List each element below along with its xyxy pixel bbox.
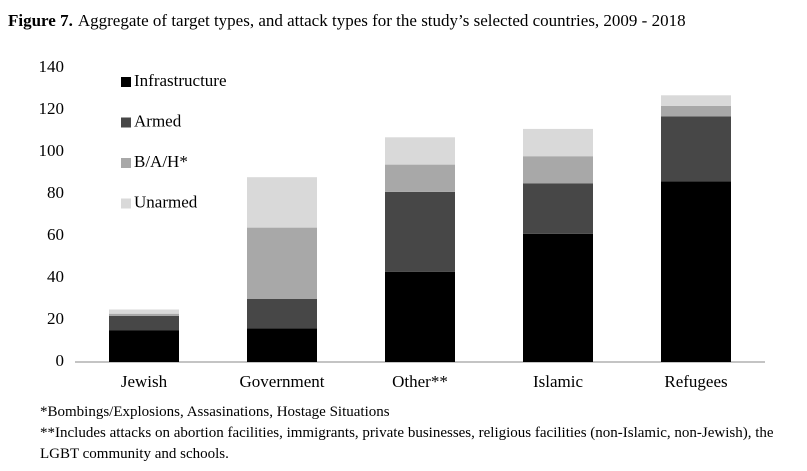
- bar-segment: [385, 137, 455, 165]
- y-tick-label: 80: [47, 183, 64, 202]
- bar-segment: [109, 309, 179, 314]
- bar-segment: [661, 116, 731, 182]
- legend-swatch: [121, 198, 131, 209]
- bar-segment: [247, 177, 317, 228]
- bar-segment: [109, 313, 179, 316]
- x-tick-label: Islamic: [533, 372, 583, 391]
- bar-segment: [109, 315, 179, 331]
- y-tick-label: 0: [56, 351, 65, 370]
- x-tick-label: Government: [240, 372, 325, 391]
- bar-segment: [385, 271, 455, 362]
- bar-segment: [523, 156, 593, 184]
- x-tick-label: Other**: [392, 372, 448, 391]
- bar-segment: [523, 183, 593, 234]
- chart-title: Figure 7. Aggregate of target types, and …: [8, 11, 686, 30]
- footnote: *Bombings/Explosions, Assasinations, Hos…: [40, 404, 390, 420]
- legend-label: B/A/H*: [134, 152, 188, 171]
- y-tick-label: 20: [47, 309, 64, 328]
- title-text: Aggregate of target types, and attack ty…: [78, 11, 686, 30]
- bar-segment: [385, 191, 455, 272]
- bar-segment: [247, 227, 317, 299]
- legend-swatch: [121, 158, 131, 168]
- bar-segment: [247, 299, 317, 329]
- x-tick-label: Jewish: [121, 372, 168, 391]
- bar-segment: [523, 233, 593, 362]
- bar-segment: [385, 164, 455, 192]
- legend-label: Infrastructure: [134, 71, 227, 90]
- y-tick-label: 100: [39, 141, 65, 160]
- bar-segment: [661, 95, 731, 106]
- bar-segment: [661, 181, 731, 362]
- legend-label: Armed: [134, 111, 182, 130]
- bar-segment: [661, 105, 731, 117]
- legend-label: Unarmed: [134, 192, 198, 211]
- bar-segment: [109, 330, 179, 362]
- bar-segment: [247, 328, 317, 362]
- legend-swatch: [121, 117, 131, 128]
- title-label: Figure 7.: [8, 11, 73, 30]
- y-tick-label: 40: [47, 267, 64, 286]
- y-tick-label: 120: [39, 99, 65, 118]
- legend-swatch: [121, 77, 131, 87]
- bar-segment: [523, 128, 593, 157]
- y-tick-label: 140: [39, 57, 65, 76]
- chart: Figure 7. Aggregate of target types, and …: [8, 11, 765, 391]
- y-tick-label: 60: [47, 225, 64, 244]
- x-tick-label: Refugees: [664, 372, 727, 391]
- footnote: **Includes attacks on abortion facilitie…: [40, 425, 774, 462]
- footnotes: *Bombings/Explosions, Assasinations, Hos…: [40, 402, 780, 465]
